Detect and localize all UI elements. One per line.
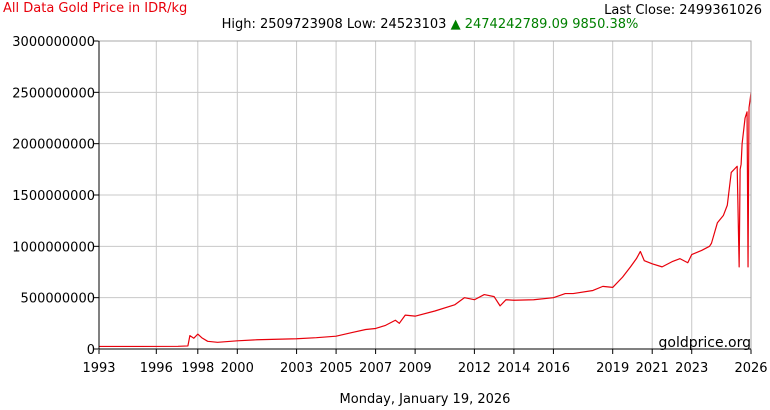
x-tick-label: 2014 [497,361,530,376]
series-group [99,92,752,348]
y-axis: 0 500000000 1000000000 1500000000 2000000000… [12,35,99,358]
change-value: 2474242789.09 [464,17,569,32]
watermark: goldprice.org [659,335,751,351]
y-tick-label: 2500000000 [12,86,95,101]
x-tick-label: 2009 [399,361,432,376]
plot-frame [98,40,752,350]
high-value: 2509723908 [260,17,343,32]
y-tick-label: 1500000000 [12,189,95,204]
y-tick-label: 1000000000 [12,240,95,255]
change-up-icon: ▲ [450,17,461,32]
x-tick-label: 2005 [320,361,353,376]
y-tick-label: 3000000000 [12,35,95,50]
x-tick-label: 2012 [458,361,491,376]
high-label: High: [221,17,256,32]
x-tick-label: 2016 [537,361,570,376]
y-tick-label: 0 [87,343,95,358]
y-tick-label: 500000000 [21,292,95,307]
x-tick-label: 2000 [221,361,254,376]
low-value: 24523103 [380,17,447,32]
x-tick-label: 2003 [280,361,313,376]
price-stats: High: 2509723908 Low: 24523103 ▲ 2474242… [0,17,770,32]
x-tick-label: 2019 [596,361,629,376]
chart-title: All Data Gold Price in IDR/kg [3,1,188,16]
x-tick-label: 2023 [675,361,708,376]
x-tick-label: 2007 [359,361,392,376]
x-tick-label: 1993 [82,361,115,376]
last-close-label: Last Close: [604,3,676,18]
low-label: Low: [346,17,377,32]
change-percent: 9850.38% [572,17,639,32]
x-axis: 1993 1996 1998 2000 2003 2005 2007 2009 2012 2014… [82,349,768,376]
x-tick-label: 1998 [181,361,214,376]
x-tick-label: 1996 [140,361,173,376]
grid [98,40,752,350]
x-tick-label: 2026 [734,361,767,376]
footer-date: Monday, January 19, 2026 [339,392,511,407]
x-tick-label: 2021 [636,361,669,376]
y-tick-label: 2000000000 [12,138,95,153]
last-close-value: 2499361026 [679,3,762,18]
last-close: Last Close: 2499361026 [604,3,762,18]
series-line-gold-price [99,92,752,348]
